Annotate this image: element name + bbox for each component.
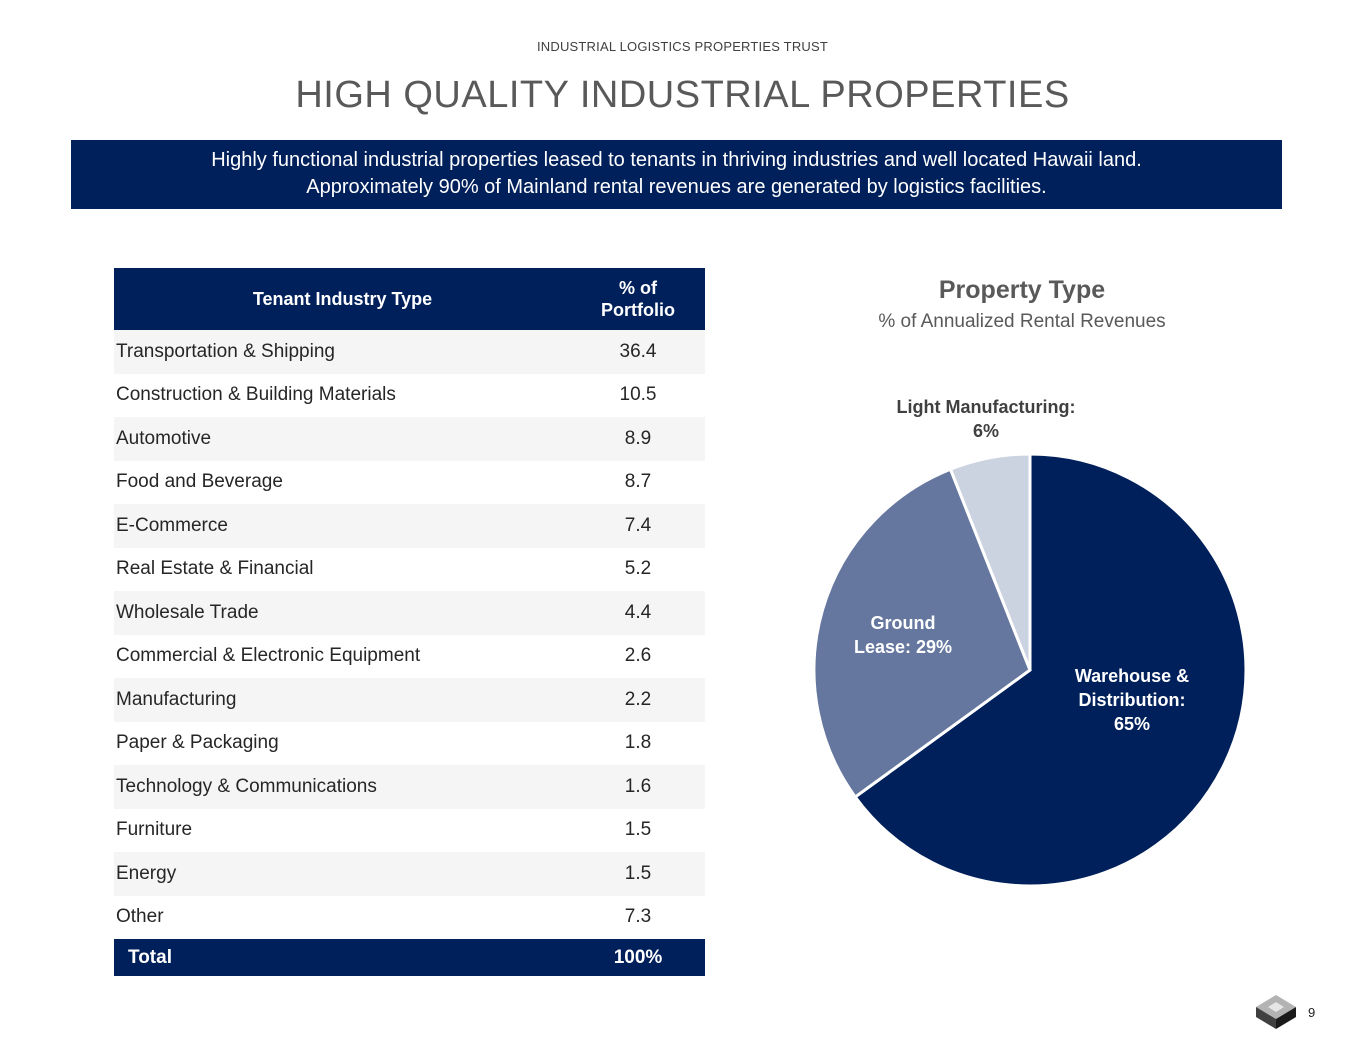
- industry-percent: 1.5: [571, 852, 705, 896]
- pie-label-line: Lease: 29%: [854, 637, 952, 657]
- pie-slice-ground-lease: [812, 467, 1032, 800]
- industry-name: Commercial & Electronic Equipment: [114, 634, 571, 678]
- industry-name: Energy: [114, 852, 571, 896]
- table-row: Energy 1.5: [114, 852, 705, 896]
- table-row: Commercial & Electronic Equipment 2.6: [114, 634, 705, 678]
- industry-name: Other: [114, 895, 571, 939]
- pie-label-light-manufacturing: Light Manufacturing: 6%: [897, 397, 1076, 441]
- pie-label-warehouse-distribution: Warehouse & Distribution: 65%: [1075, 666, 1189, 734]
- table-row: Paper & Packaging 1.8: [114, 721, 705, 765]
- chart-subtitle: % of Annualized Rental Revenues: [878, 311, 1166, 332]
- table-row: Wholesale Trade 4.4: [114, 591, 705, 635]
- industry-percent: 1.8: [571, 721, 705, 765]
- industry-name: Real Estate & Financial: [114, 547, 571, 591]
- table-row: Transportation & Shipping 36.4: [114, 330, 705, 374]
- industry-name: E-Commerce: [114, 504, 571, 548]
- industry-percent: 8.7: [571, 460, 705, 504]
- industry-percent: 4.4: [571, 591, 705, 635]
- pie-label-line: Ground: [871, 613, 936, 633]
- industry-percent: 36.4: [571, 330, 705, 374]
- industry-name: Paper & Packaging: [114, 721, 571, 765]
- industry-name: Construction & Building Materials: [114, 373, 571, 417]
- industry-name: Wholesale Trade: [114, 591, 571, 635]
- tenant-industry-table: Tenant Industry Type % of Portfolio Tran…: [114, 268, 705, 976]
- banner-line-2: Approximately 90% of Mainland rental rev…: [306, 176, 1047, 198]
- industry-name: Transportation & Shipping: [114, 330, 571, 374]
- page-title: HIGH QUALITY INDUSTRIAL PROPERTIES: [295, 74, 1070, 116]
- industry-percent: 1.6: [571, 765, 705, 809]
- table-row: Food and Beverage 8.7: [114, 460, 705, 504]
- table-header-row: Tenant Industry Type % of Portfolio: [114, 268, 705, 330]
- table-row: Technology & Communications 1.6: [114, 765, 705, 809]
- industry-percent: 7.3: [571, 895, 705, 939]
- company-logo-icon: [1256, 995, 1296, 1029]
- industry-percent: 2.6: [571, 634, 705, 678]
- industry-percent: 5.2: [571, 547, 705, 591]
- industry-name: Technology & Communications: [114, 765, 571, 809]
- industry-name: Manufacturing: [114, 678, 571, 722]
- industry-percent: 7.4: [571, 504, 705, 548]
- table-row: Real Estate & Financial 5.2: [114, 547, 705, 591]
- column-header-percent-line2: Portfolio: [601, 300, 675, 320]
- industry-name: Food and Beverage: [114, 460, 571, 504]
- pie-label-line: 6%: [973, 421, 999, 441]
- total-label: Total: [114, 939, 571, 976]
- industry-name: Automotive: [114, 417, 571, 461]
- pie-label-line: Light Manufacturing:: [897, 397, 1076, 417]
- table-row: Automotive 8.9: [114, 417, 705, 461]
- pie-label-line: 65%: [1114, 714, 1150, 734]
- pie-slice-warehouse-distribution: [853, 452, 1248, 888]
- total-row: Total 100%: [114, 939, 705, 976]
- table-row: Furniture 1.5: [114, 808, 705, 852]
- table-row: Manufacturing 2.2: [114, 678, 705, 722]
- table-row: Other 7.3: [114, 895, 705, 939]
- company-name: INDUSTRIAL LOGISTICS PROPERTIES TRUST: [536, 39, 829, 54]
- page-number: 9: [1308, 1005, 1316, 1020]
- chart-title: Property Type: [938, 276, 1106, 304]
- column-header-industry: Tenant Industry Type: [114, 268, 571, 330]
- column-header-percent-line1: % of: [619, 278, 657, 298]
- pie-slice-light-manufacturing: [948, 452, 1032, 671]
- industry-percent: 2.2: [571, 678, 705, 722]
- industry-percent: 10.5: [571, 373, 705, 417]
- banner-line-1: Highly functional industrial properties …: [211, 149, 1142, 171]
- table-row: Construction & Building Materials 10.5: [114, 373, 705, 417]
- industry-percent: 1.5: [571, 808, 705, 852]
- column-header-percent: % of Portfolio: [571, 268, 705, 330]
- pie-label-line: Distribution:: [1079, 690, 1186, 710]
- industry-name: Furniture: [114, 808, 571, 852]
- pie-label-line: Warehouse &: [1075, 666, 1189, 686]
- table-body: Transportation & Shipping 36.4 Constructio…: [114, 330, 705, 976]
- industry-percent: 8.9: [571, 417, 705, 461]
- total-value: 100%: [571, 939, 705, 976]
- summary-banner: Highly functional industrial properties …: [71, 140, 1282, 209]
- table-row: E-Commerce 7.4: [114, 504, 705, 548]
- pie-label-ground-lease: Ground Lease: 29%: [854, 613, 952, 657]
